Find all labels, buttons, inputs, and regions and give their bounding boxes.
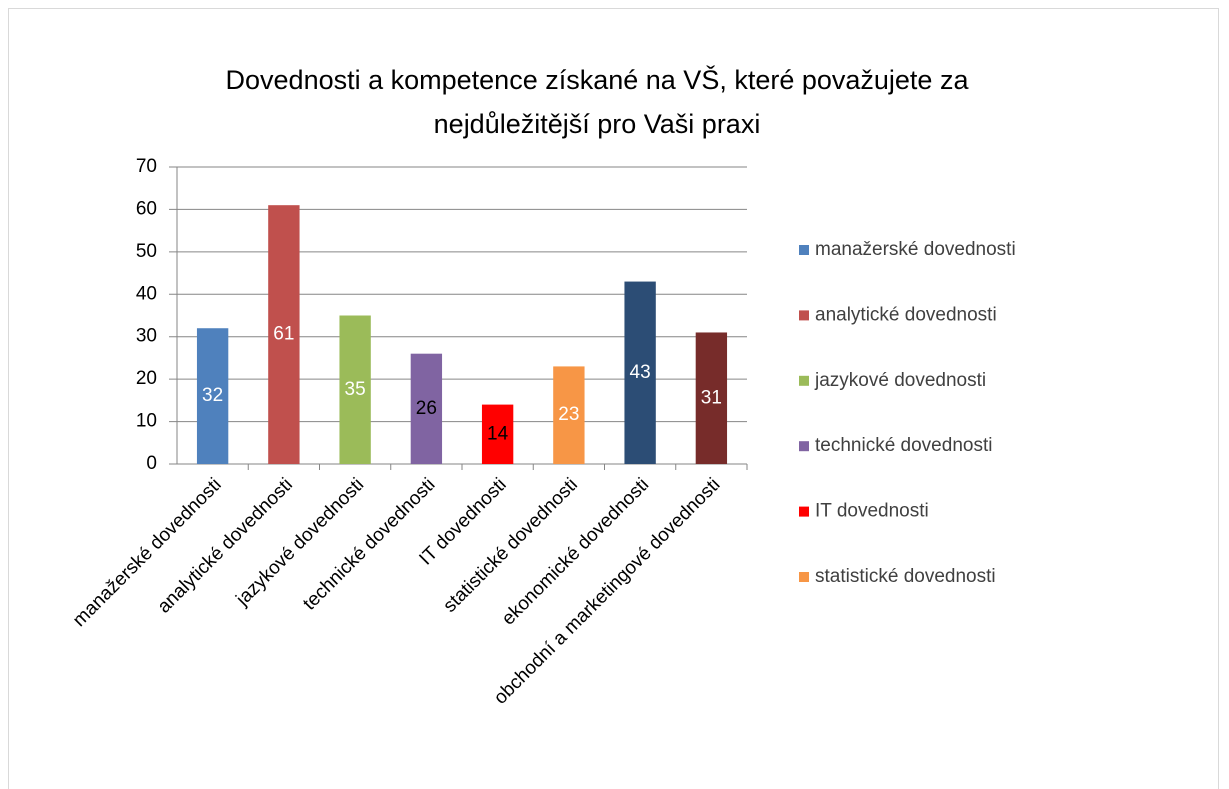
y-tick-label: 60 [136, 198, 157, 219]
legend-label: statistické dovednosti [815, 566, 996, 587]
chart-title: Dovednosti a kompetence získané na VŠ, k… [226, 64, 970, 95]
value-label: 26 [416, 398, 437, 419]
legend-label: IT dovednosti [815, 501, 929, 522]
legend-marker [799, 375, 809, 386]
legend-label: technické dovednosti [815, 435, 992, 456]
value-label: 31 [701, 387, 722, 408]
y-tick-label: 20 [136, 368, 157, 389]
bar [339, 315, 371, 464]
bar [268, 205, 300, 464]
bar [695, 332, 728, 464]
legend-marker [799, 310, 809, 321]
y-tick-label: 70 [136, 156, 157, 177]
value-label: 43 [630, 362, 651, 383]
value-label: 14 [487, 423, 509, 444]
chart-title: nejdůležitější pro Vaši praxi [434, 109, 761, 139]
legend-marker [799, 572, 809, 582]
legend-marker [799, 245, 809, 255]
bar [410, 353, 443, 464]
value-label: 61 [273, 324, 294, 345]
bar [624, 281, 656, 464]
value-label: 32 [202, 385, 223, 406]
bar [481, 404, 514, 464]
y-tick-label: 10 [136, 411, 157, 432]
y-tick-label: 50 [136, 241, 157, 262]
legend-marker [799, 506, 809, 517]
legend-label: jazykové dovednosti [814, 370, 986, 391]
value-label: 35 [345, 379, 366, 400]
legend-label: manažerské dovednosti [815, 239, 1016, 260]
bar [196, 328, 229, 464]
legend-marker [799, 441, 809, 452]
bar [553, 366, 585, 464]
value-label: 23 [558, 404, 579, 425]
legend-label: analytické dovednosti [815, 304, 997, 325]
y-tick-label: 0 [146, 453, 157, 474]
y-tick-label: 40 [136, 283, 157, 304]
y-tick-label: 30 [136, 326, 157, 347]
